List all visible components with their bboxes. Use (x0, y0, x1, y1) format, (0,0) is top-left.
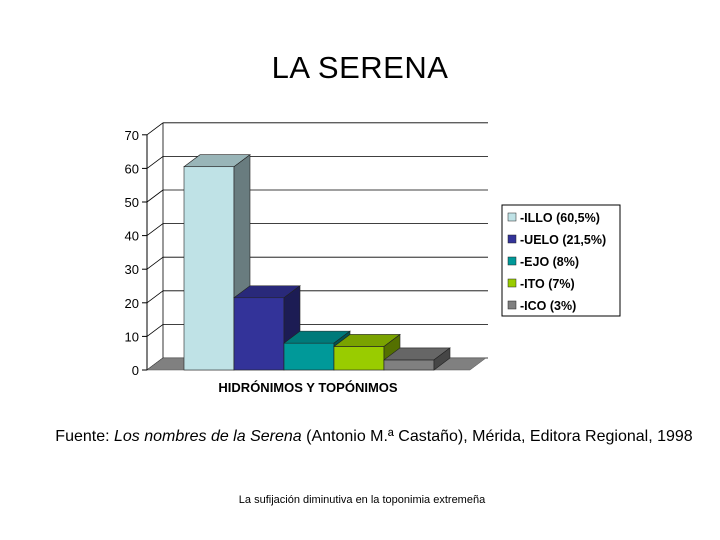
y-tick-label: 50 (125, 195, 139, 210)
legend-swatch (507, 234, 517, 244)
legend-box (501, 204, 621, 317)
y-tick-label: 30 (125, 262, 139, 277)
source-book-title: Los nombres de la Serena (114, 428, 302, 445)
bar-front (383, 359, 435, 371)
bar-front (283, 342, 335, 371)
legend-label: -ILLO (60,5%) (520, 211, 600, 225)
legend-label: -UELO (21,5%) (520, 233, 606, 247)
bar-side (433, 347, 451, 371)
source-citation: Fuente: Los nombres de la Serena (Antoni… (40, 426, 708, 448)
bar-front (233, 297, 285, 371)
legend-label: -ICO (3%) (520, 299, 576, 313)
legend-swatch (507, 278, 517, 288)
y-tick-label: 20 (125, 296, 139, 311)
legend-label: -ITO (7%) (520, 277, 575, 291)
y-tick-label: 10 (125, 329, 139, 344)
gridline-depth (146, 156, 164, 169)
bar-chart: 0 10 20 30 40 50 60 70 HIDRÓNIMOS Y TOPÓNIMOS -IL… (125, 122, 621, 395)
legend-swatch (507, 300, 517, 310)
gridline-depth (146, 290, 164, 304)
gridline-depth (146, 223, 164, 236)
y-tick-label: 70 (125, 128, 139, 143)
x-axis-label: HIDRÓNIMOS Y TOPÓNIMOS (218, 380, 397, 395)
bar-front (183, 166, 235, 371)
source-prefix: Fuente: (55, 428, 114, 445)
slide-title: LA SERENA (271, 50, 449, 85)
legend-label: -EJO (8%) (520, 255, 579, 269)
legend-swatch (507, 256, 517, 266)
y-tick-label: 40 (125, 229, 139, 244)
gridline-depth (146, 256, 164, 270)
bar-front (333, 346, 385, 371)
source-details: (Antonio M.ª Castaño), Mérida, Editora R… (301, 428, 693, 445)
gridline-depth (146, 122, 164, 136)
legend-swatch (507, 212, 517, 222)
y-tick-label: 0 (132, 363, 139, 378)
slide-footer: La sufijación diminutiva en la toponimia… (238, 494, 486, 506)
gridline-depth (146, 324, 164, 337)
y-tick-label: 60 (125, 161, 139, 176)
gridline-depth (146, 189, 164, 203)
